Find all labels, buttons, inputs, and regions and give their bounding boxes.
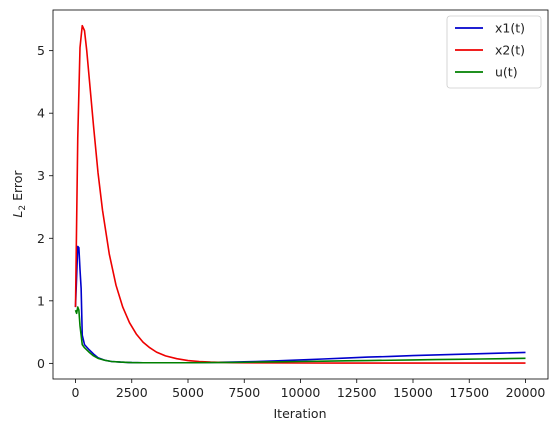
x-tick-label: 15000 <box>393 385 433 400</box>
x-axis: 0 2500 5000 7500 10000 12500 15000 17500 20000 <box>72 379 546 400</box>
x-axis-label: Iteration <box>273 406 326 421</box>
x-tick-label: 20000 <box>506 385 546 400</box>
x-tick-label: 2500 <box>116 385 148 400</box>
x-tick-label: 0 <box>72 385 80 400</box>
series-line-3 <box>74 306 526 364</box>
series-line-2 <box>74 24 526 364</box>
x-tick-label: 10000 <box>281 385 321 400</box>
legend-box <box>446 15 542 89</box>
y-axis-label-rest: Error <box>10 170 25 205</box>
y-axis-label-main: L <box>10 211 25 218</box>
y-tick-label: 2 <box>37 231 45 246</box>
y-tick-label: 5 <box>37 43 45 58</box>
y-tick-label: 4 <box>37 106 45 121</box>
legend-label-2: x2(t) <box>495 43 525 58</box>
y-axis: 0 1 2 3 4 5 <box>37 43 53 371</box>
y-tick-label: 3 <box>37 168 45 183</box>
series-layer <box>74 24 526 364</box>
x-tick-label: 7500 <box>228 385 260 400</box>
legend-label-3: u(t) <box>495 65 518 80</box>
x-tick-label: 5000 <box>172 385 204 400</box>
x-tick-label: 12500 <box>337 385 377 400</box>
legend-label-1: x1(t) <box>495 21 525 36</box>
y-tick-label: 0 <box>37 356 45 371</box>
y-axis-label-sub: 2 <box>18 205 28 211</box>
y-axis-label: L2 Error <box>10 170 28 218</box>
legend: x1(t) x2(t) u(t) <box>446 15 542 89</box>
x-tick-label: 17500 <box>449 385 489 400</box>
y-tick-label: 1 <box>37 293 45 308</box>
